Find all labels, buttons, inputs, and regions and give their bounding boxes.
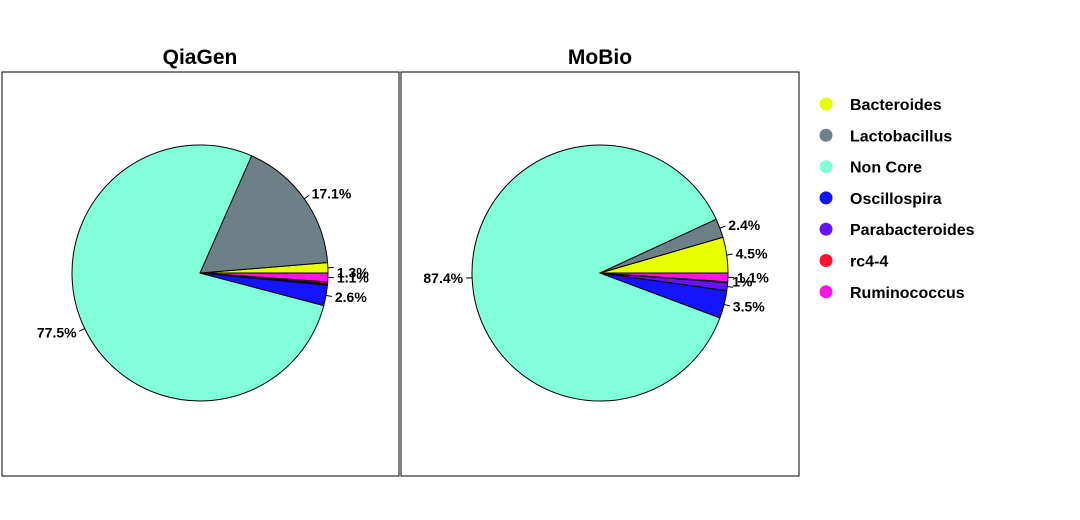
pie-slice-non-core xyxy=(71,144,325,402)
legend-item-ruminococcus: Ruminococcus xyxy=(819,285,965,302)
pie-label-tick xyxy=(79,328,85,332)
legend-item-rc4-4: rc4-4 xyxy=(819,254,888,271)
legend-label: rc4-4 xyxy=(850,254,888,271)
pie-label-oscillospira: 3.5% xyxy=(733,299,765,315)
pie-panel-mobio: MoBio 4.5% 2.4% 87.4% 3.5% 1%1.1% xyxy=(400,46,800,477)
pie-slice-lactobacillus xyxy=(199,155,329,274)
pie-label-ruminococcus: 1.1% xyxy=(337,270,369,286)
legend-label: Parabacteroides xyxy=(850,222,975,239)
chart-title: MoBio xyxy=(568,46,632,69)
pie-label-non-core: 77.5% xyxy=(37,325,77,341)
pie-label-bacteroides: 1.3% xyxy=(337,264,369,280)
pie-slice-non-core xyxy=(471,144,721,402)
pie-label-ruminococcus: 1.1% xyxy=(737,270,769,286)
panel-frame xyxy=(400,71,800,477)
panel-frame xyxy=(1,71,400,477)
pie-label-oscillospira: 2.6% xyxy=(335,289,367,305)
pie-label-non-core: 87.4% xyxy=(423,270,463,286)
legend-item-lactobacillus: Lactobacillus xyxy=(819,128,952,145)
legend-label: Bacteroides xyxy=(850,97,942,114)
pie-panel-qiagen: QiaGen 1.3% 17.1% 77.5% 2.6% 1.1% xyxy=(1,46,400,477)
pie-label-tick xyxy=(726,253,733,256)
legend-item-parabacteroides: Parabacteroides xyxy=(819,222,975,239)
legend-item-bacteroides: Bacteroides xyxy=(819,97,942,114)
pie-label-bacteroides: 4.5% xyxy=(736,246,768,262)
legend-swatch xyxy=(819,254,833,267)
legend-swatch xyxy=(819,285,833,299)
pie-label-tick xyxy=(723,303,731,307)
legend-swatch xyxy=(819,128,833,142)
pie-label-parabacteroides: 1% xyxy=(732,274,753,290)
legend-swatch xyxy=(819,97,833,111)
legend-item-non-core: Non Core xyxy=(819,160,922,177)
pie-labels: 1.3% 17.1% 77.5% 2.6% 1.1% xyxy=(37,186,369,341)
legend-label: Non Core xyxy=(850,160,922,177)
pie-label-lactobacillus: 2.4% xyxy=(728,217,760,233)
legend-item-oscillospira: Oscillospira xyxy=(819,191,942,208)
legend-label: Oscillospira xyxy=(850,191,942,208)
legend-swatch xyxy=(819,160,833,174)
pie-label-tick xyxy=(719,225,726,229)
pie-labels: 4.5% 2.4% 87.4% 3.5% 1%1.1% xyxy=(423,217,769,315)
legend-swatch xyxy=(819,191,833,205)
pie-label-lactobacillus: 17.1% xyxy=(312,186,352,202)
pie-label-tick xyxy=(727,286,734,288)
chart-title: QiaGen xyxy=(163,46,238,69)
pie-slices xyxy=(471,144,729,402)
legend-swatch xyxy=(819,222,833,236)
pie-label-tick xyxy=(325,294,333,297)
pie-label-tick xyxy=(303,194,310,200)
legend-label: Lactobacillus xyxy=(850,128,952,145)
legend: Bacteroides Lactobacillus Non Core Oscillos… xyxy=(819,97,975,302)
legend-label: Ruminococcus xyxy=(850,285,965,302)
pie-slices xyxy=(71,144,329,402)
